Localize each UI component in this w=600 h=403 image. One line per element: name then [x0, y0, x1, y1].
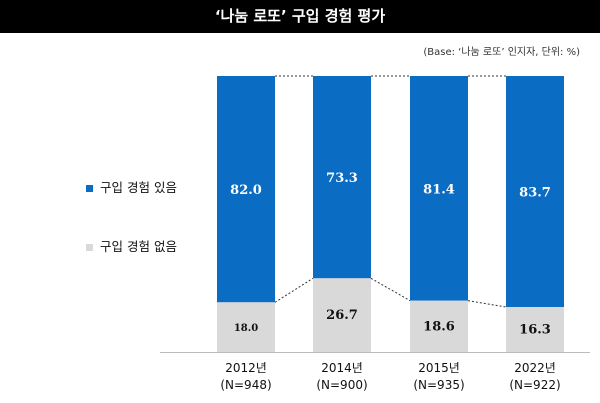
- x-sample-label-2022년: (N=922): [509, 378, 560, 392]
- data-label-purchased-2012년: 82.0: [230, 183, 262, 198]
- data-label-purchased-2022년: 83.7: [519, 186, 551, 201]
- legend-item-not-purchased: 구입 경험 없음: [86, 236, 177, 255]
- x-tick-label-2022년: 2022년: [514, 361, 556, 375]
- x-tick-label-2015년: 2015년: [418, 361, 460, 375]
- data-label-not-purchased-2014년: 26.7: [326, 308, 358, 323]
- x-sample-label-2015년: (N=935): [413, 378, 464, 392]
- connector-boundary-2: [467, 300, 507, 308]
- data-label-not-purchased-2015년: 18.6: [423, 319, 455, 334]
- legend-swatch-blue: [86, 185, 93, 192]
- legend-swatch-gray: [86, 244, 93, 251]
- connector-boundary-0: [274, 277, 314, 303]
- base-note: (Base: ‘나눔 로또’ 인지자, 단위: %): [423, 47, 580, 58]
- bar-not-purchased-2012년: [217, 302, 275, 352]
- x-sample-label-2012년: (N=948): [220, 378, 271, 392]
- bar-purchased-2012년: [217, 76, 275, 303]
- bar-not-purchased-2022년: [506, 307, 564, 352]
- bar-purchased-2015년: [410, 76, 468, 301]
- x-tick-label-2014년: 2014년: [321, 361, 363, 375]
- chart-title: ‘나눔 로또’ 구입 경험 평가: [0, 0, 600, 33]
- x-sample-label-2014년: (N=900): [316, 378, 367, 392]
- bar-purchased-2014년: [313, 76, 371, 279]
- data-label-not-purchased-2012년: 18.0: [234, 323, 258, 334]
- legend-label-purchased: 구입 경험 있음: [100, 180, 177, 195]
- legend-item-purchased: 구입 경험 있음: [86, 177, 177, 196]
- data-label-purchased-2014년: 73.3: [326, 171, 358, 186]
- data-label-purchased-2015년: 81.4: [423, 182, 455, 197]
- data-label-not-purchased-2022년: 16.3: [519, 323, 551, 338]
- bar-not-purchased-2015년: [410, 300, 468, 352]
- x-tick-label-2012년: 2012년: [225, 361, 267, 375]
- bar-purchased-2022년: [506, 76, 564, 308]
- bar-not-purchased-2014년: [313, 278, 371, 352]
- connector-boundary-1: [370, 277, 411, 302]
- legend-label-not-purchased: 구입 경험 없음: [100, 239, 177, 254]
